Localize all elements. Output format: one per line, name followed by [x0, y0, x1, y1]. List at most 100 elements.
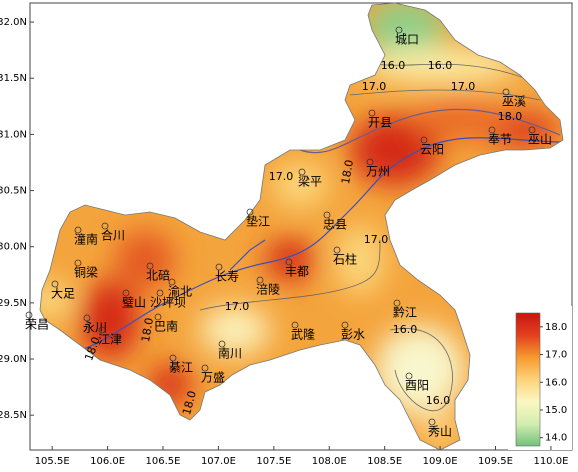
- city-label: 梁平: [298, 174, 322, 189]
- city-marker: [169, 354, 177, 362]
- city-label: 垫江: [246, 214, 270, 229]
- city-label: 武隆: [291, 327, 315, 342]
- city-marker: [246, 208, 254, 216]
- city-marker: [393, 299, 401, 307]
- y-tick-label: 29.5N: [0, 298, 27, 309]
- city-label: 潼南: [74, 232, 98, 247]
- y-tick-label: 32.0N: [0, 17, 27, 28]
- city-marker: [122, 289, 130, 297]
- city-label: 荣昌: [25, 318, 49, 332]
- city-marker: [146, 262, 154, 270]
- city-label: 云阳: [420, 143, 444, 157]
- city-label: 巫山: [528, 133, 552, 147]
- city-marker: [156, 289, 164, 297]
- city-marker: [218, 340, 226, 348]
- y-tick-label: 28.5N: [0, 410, 27, 421]
- x-tick-label: 106.5E: [146, 456, 181, 467]
- city-marker: [502, 88, 510, 96]
- city-label: 渝北: [168, 284, 192, 299]
- city-marker: [298, 168, 306, 176]
- city-marker: [285, 258, 293, 266]
- city-label: 酉阳: [405, 379, 429, 393]
- x-tick-label: 108.0E: [312, 456, 347, 467]
- contour-label: 18.0: [498, 110, 523, 123]
- y-tick-label: 31.5N: [0, 73, 27, 84]
- contour-label: 16.0: [381, 59, 406, 72]
- x-tick-label: 109.0E: [423, 456, 458, 467]
- city-label: 开县: [368, 116, 392, 130]
- city-label: 忠县: [323, 218, 347, 232]
- city-marker: [291, 321, 299, 329]
- city-label: 丰都: [285, 265, 309, 279]
- x-tick-label: 107.5E: [256, 456, 291, 467]
- y-tick-label: 31.0N: [0, 129, 27, 140]
- colorbar-tick-label: 14.0: [545, 433, 567, 444]
- city-marker: [98, 326, 106, 334]
- city-label: 秀山: [428, 425, 452, 439]
- city-label: 铜梁: [74, 265, 98, 280]
- city-label: 永川: [83, 321, 107, 335]
- x-tick-label: 107.0E: [201, 456, 236, 467]
- colorbar: [515, 312, 541, 447]
- city-marker: [201, 364, 209, 372]
- city-marker: [366, 158, 374, 166]
- x-tick-label: 106.0E: [90, 456, 125, 467]
- x-tick-label: 108.5E: [367, 456, 402, 467]
- city-label: 万盛: [201, 370, 225, 385]
- y-tick-label: 29.0N: [0, 354, 27, 365]
- contour-label: 18.0: [180, 389, 199, 416]
- city-marker: [74, 226, 82, 234]
- city-marker: [488, 126, 496, 134]
- city-marker: [528, 126, 536, 134]
- city-label: 石柱: [333, 252, 357, 267]
- city-marker: [83, 314, 91, 322]
- city-label: 城口: [395, 33, 419, 47]
- city-label: 黔江: [393, 305, 417, 320]
- city-marker: [101, 222, 109, 230]
- contour-label: 17.0: [225, 300, 250, 313]
- city-marker: [51, 280, 59, 288]
- contour-label: 17.0: [364, 233, 389, 246]
- city-label: 北碚: [146, 268, 170, 283]
- city-marker: [25, 311, 33, 319]
- colorbar-tick-label: 15.0: [545, 405, 567, 416]
- contour-label: 16.0: [428, 59, 453, 72]
- y-tick-label: 30.0N: [0, 242, 27, 253]
- contour-label: 16.0: [426, 394, 451, 407]
- contour-label: 18.0: [339, 159, 356, 185]
- city-marker: [74, 259, 82, 267]
- city-marker: [154, 313, 162, 321]
- city-label: 南川: [218, 346, 242, 361]
- city-marker: [341, 321, 349, 329]
- city-marker: [405, 372, 413, 380]
- city-label: 彭水: [341, 328, 365, 342]
- contour-label: 16.0: [393, 323, 418, 336]
- x-tick-label: 109.5E: [478, 456, 513, 467]
- contour-label: 18.0: [139, 317, 156, 343]
- contour-label: 17.0: [269, 170, 294, 183]
- city-label: 大足: [51, 287, 75, 301]
- city-marker: [168, 278, 176, 286]
- city-marker: [215, 263, 223, 271]
- city-label: 巴南: [154, 319, 178, 334]
- city-marker: [420, 136, 428, 144]
- city-marker: [256, 276, 264, 284]
- city-label: 沙坪坝: [150, 296, 186, 310]
- city-label: 合川: [101, 228, 125, 243]
- city-marker: [368, 109, 376, 117]
- colorbar-tick-label: 16.0: [545, 377, 567, 388]
- city-marker: [333, 246, 341, 254]
- contour-label: 17.0: [451, 80, 476, 93]
- city-marker: [428, 418, 436, 426]
- city-label: 綦江: [169, 361, 193, 375]
- x-tick-label: 110.0E: [533, 456, 568, 467]
- city-marker: [323, 211, 331, 219]
- city-label: 万州: [366, 165, 390, 179]
- city-label: 涪陵: [256, 282, 280, 297]
- city-label: 奉节: [488, 133, 512, 147]
- city-marker: [395, 26, 403, 34]
- region-border: [39, 2, 564, 451]
- city-label: 璧山: [122, 295, 146, 310]
- colorbar-tick-label: 18.0: [545, 322, 567, 333]
